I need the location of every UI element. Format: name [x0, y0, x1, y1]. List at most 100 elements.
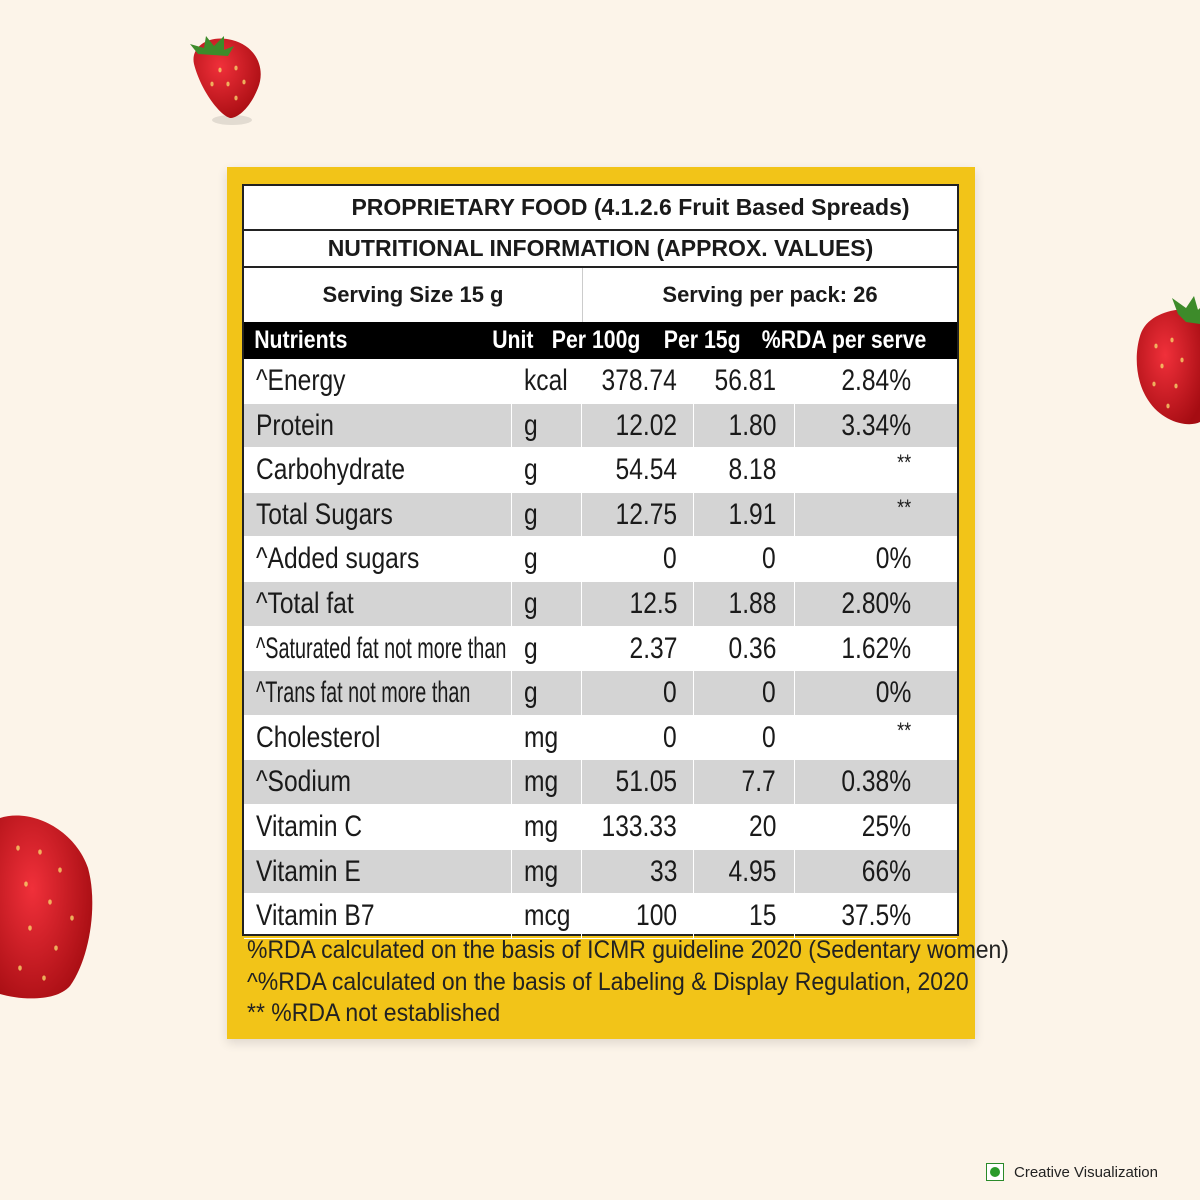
nutrient-unit: g — [512, 537, 582, 581]
nutrient-name: ^Added sugars — [244, 537, 512, 581]
value-per-100g: 378.74 — [582, 359, 694, 403]
value-per-15g: 15 — [694, 894, 795, 938]
nutrient-name: ^Energy — [244, 359, 512, 403]
value-per-15g: 0.36 — [694, 626, 795, 671]
value-per-100g: 54.54 — [582, 448, 694, 492]
nutrient-unit: g — [512, 671, 582, 715]
nutrient-name: Vitamin B7 — [244, 894, 512, 938]
nutrient-name: Carbohydrate — [244, 448, 512, 492]
nutrient-name: Total Sugars — [244, 492, 512, 537]
table-header: Nutrients Unit Per 100g Per 15g %RDA per… — [244, 322, 957, 359]
value-per-100g: 12.5 — [582, 581, 694, 626]
table-row: ^Energy kcal 378.74 56.81 2.84% — [244, 359, 957, 404]
nutrient-unit: g — [512, 448, 582, 492]
value-rda: 0.38% — [841, 765, 911, 799]
nutrient-unit: g — [512, 581, 582, 626]
serving-size: Serving Size 15 g — [244, 268, 583, 322]
strawberry-icon — [1136, 296, 1200, 425]
nutrient-unit: mg — [512, 715, 582, 760]
nutrient-name: Vitamin E — [244, 849, 512, 894]
value-per-15g: 8.18 — [694, 448, 795, 492]
value-rda: ** — [896, 494, 911, 520]
value-per-100g: 51.05 — [582, 760, 694, 804]
veg-mark-icon — [986, 1163, 1004, 1181]
value-per-15g: 4.95 — [694, 849, 795, 894]
value-rda: 37.5% — [841, 899, 911, 933]
value-rda: 0% — [875, 676, 911, 710]
value-per-15g: 1.80 — [694, 403, 795, 448]
value-per-100g: 12.02 — [582, 403, 694, 448]
value-per-15g: 0 — [694, 537, 795, 581]
value-per-100g: 0 — [582, 671, 694, 715]
servings-per-pack: Serving per pack: 26 — [662, 282, 878, 307]
nutrient-unit: mg — [512, 760, 582, 804]
nutrient-name: ^Saturated fat not more than — [244, 626, 512, 671]
value-per-100g: 0 — [582, 715, 694, 760]
value-per-100g: 0 — [582, 537, 694, 581]
value-per-100g: 133.33 — [582, 804, 694, 849]
table-row: Vitamin B7 mcg 100 15 37.5% — [244, 894, 957, 939]
creative-visualization-badge: Creative Visualization — [986, 1163, 1158, 1181]
table-row: ^Total fat g 12.5 1.88 2.80% — [244, 581, 957, 627]
nutrient-name: ^Trans fat not more than — [244, 671, 512, 715]
value-per-100g: 33 — [582, 849, 694, 894]
value-per-15g: 0 — [694, 715, 795, 760]
nutrient-name: ^Total fat — [244, 581, 512, 626]
value-per-15g: 1.91 — [694, 492, 795, 537]
value-per-100g: 100 — [582, 894, 694, 938]
nutrient-unit: mg — [512, 849, 582, 894]
footnotes: %RDA calculated on the basis of ICMR gui… — [247, 935, 1009, 1030]
value-rda: ** — [896, 450, 911, 476]
nutrient-unit: kcal — [512, 359, 582, 403]
header-rda: %RDA per serve — [762, 326, 927, 354]
nutrient-unit: g — [512, 626, 582, 671]
value-per-15g: 1.88 — [694, 581, 795, 626]
nutrition-label-panel: PROPRIETARY FOOD (4.1.2.6 Fruit Based Sp… — [227, 167, 1009, 1039]
value-per-15g: 56.81 — [694, 359, 795, 403]
strawberry-icon — [190, 36, 261, 125]
value-rda: 0% — [875, 542, 911, 576]
footnote: ^%RDA calculated on the basis of Labelin… — [247, 967, 969, 996]
value-per-15g: 20 — [694, 804, 795, 849]
value-rda: 25% — [861, 809, 911, 843]
table-row: ^Sodium mg 51.05 7.7 0.38% — [244, 760, 957, 805]
value-rda: ** — [896, 717, 911, 743]
serving-info: Serving Size 15 g Serving per pack: 26 — [244, 268, 957, 322]
nutrient-unit: g — [512, 403, 582, 448]
footnote: %RDA calculated on the basis of ICMR gui… — [247, 936, 1009, 964]
table-row: ^Saturated fat not more than g 2.37 0.36 1.6… — [244, 626, 957, 672]
nutrient-unit: mg — [512, 804, 582, 849]
label-title: PROPRIETARY FOOD (4.1.2.6 Fruit Based Sp… — [244, 186, 957, 231]
footnote: ** %RDA not established — [247, 999, 501, 1027]
nutrient-unit: g — [512, 492, 582, 537]
table-row: ^Trans fat not more than g 0 0 0% — [244, 671, 957, 716]
nutrient-name: Vitamin C — [244, 804, 512, 849]
nutrient-name: Protein — [244, 403, 512, 448]
header-unit: Unit — [492, 326, 534, 354]
value-per-15g: 7.7 — [694, 760, 795, 804]
table-row: ^Added sugars g 0 0 0% — [244, 537, 957, 582]
table-body: ^Energy kcal 378.74 56.81 2.84% Protein g 12.02… — [244, 359, 957, 939]
header-per-15g: Per 15g — [663, 326, 741, 354]
badge-text: Creative Visualization — [1014, 1163, 1158, 1181]
label-subtitle: NUTRITIONAL INFORMATION (APPROX. VALUES) — [244, 231, 957, 268]
table-row: Protein g 12.02 1.80 3.34% — [244, 403, 957, 449]
nutrition-table: PROPRIETARY FOOD (4.1.2.6 Fruit Based Sp… — [242, 184, 959, 939]
table-row: Cholesterol mg 0 0 ** — [244, 715, 957, 761]
value-rda: 1.62% — [841, 631, 911, 665]
nutrient-name: Cholesterol — [244, 715, 512, 760]
value-rda: 66% — [861, 854, 911, 888]
nutrient-unit: mcg — [512, 894, 582, 938]
nutrient-name: ^Sodium — [244, 760, 512, 804]
table-row: Total Sugars g 12.75 1.91 ** — [244, 492, 957, 538]
header-per-100g: Per 100g — [551, 326, 641, 354]
value-per-100g: 2.37 — [582, 626, 694, 671]
strawberry-icon — [0, 815, 93, 999]
value-rda: 2.80% — [841, 586, 911, 620]
value-rda: 3.34% — [841, 408, 911, 442]
table-row: Carbohydrate g 54.54 8.18 ** — [244, 448, 957, 493]
value-per-15g: 0 — [694, 671, 795, 715]
value-per-100g: 12.75 — [582, 492, 694, 537]
header-nutrients: Nutrients — [254, 326, 348, 354]
